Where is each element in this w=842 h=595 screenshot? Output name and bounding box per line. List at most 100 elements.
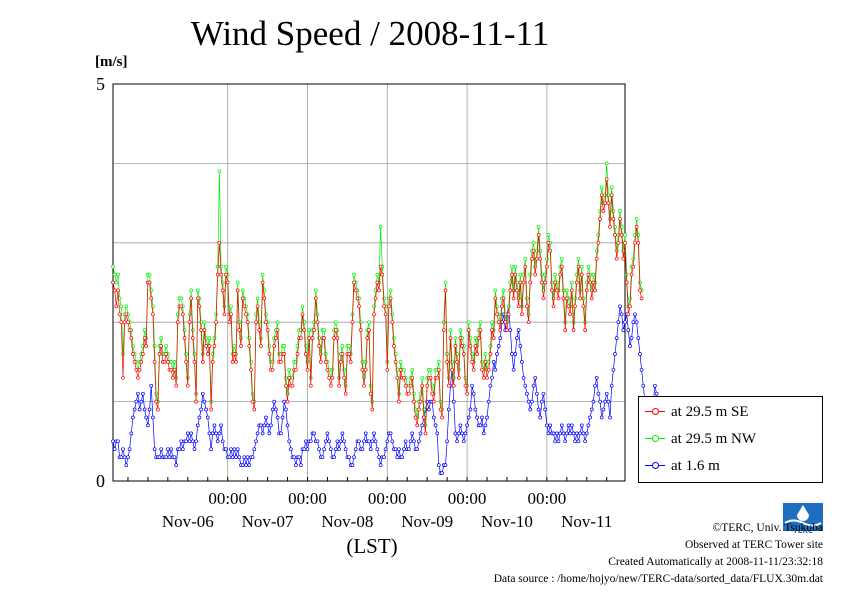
series-low-point xyxy=(433,423,438,428)
series-nw-point xyxy=(388,288,393,293)
series-se-point xyxy=(621,256,626,261)
series-nw-point xyxy=(511,288,516,293)
series-se-point xyxy=(455,360,459,364)
series-se-point xyxy=(510,272,514,277)
series-low-point xyxy=(325,431,330,436)
series-low-point xyxy=(131,415,135,420)
series-low-point xyxy=(167,455,172,460)
series-se-point xyxy=(114,304,119,309)
series-se-point xyxy=(629,272,634,277)
series-nw-point xyxy=(422,407,426,412)
series-se-point xyxy=(603,201,607,205)
series-low-point xyxy=(431,415,436,420)
series-low-point xyxy=(260,431,265,436)
series-low-point xyxy=(312,431,316,436)
legend-item-nw: at 29.5 m NW xyxy=(645,429,756,449)
series-low-point xyxy=(332,455,336,460)
series-nw-point xyxy=(315,312,320,317)
series-se-point xyxy=(327,375,331,380)
series-low-point xyxy=(571,431,576,436)
series-low-point xyxy=(641,383,646,388)
series-low-point xyxy=(408,439,413,444)
series-se-point xyxy=(227,320,232,325)
series-nw-point xyxy=(623,233,627,237)
series-low-point xyxy=(588,415,592,420)
series-nw-point xyxy=(352,272,356,277)
series-nw-point xyxy=(501,288,506,293)
series-se-point xyxy=(262,296,267,301)
series-low-point xyxy=(395,455,400,460)
series-se-point xyxy=(385,367,390,372)
series-nw-point xyxy=(390,312,395,317)
series-nw-point xyxy=(195,288,200,293)
series-low-point xyxy=(195,423,200,428)
series-nw-point xyxy=(579,264,584,269)
series-nw-point xyxy=(112,272,117,277)
series-se-point xyxy=(147,280,152,285)
series-low-point xyxy=(224,447,228,452)
series-low-point xyxy=(420,423,425,428)
x-tick-time-label: 00:00 xyxy=(208,489,247,508)
series-se-point xyxy=(285,399,290,404)
series-se-point xyxy=(525,304,529,309)
series-low-point xyxy=(636,336,641,340)
series-se-point xyxy=(141,352,145,356)
series-se-point xyxy=(350,320,355,325)
series-low-point xyxy=(370,439,375,444)
series-se-point xyxy=(244,312,248,317)
series-se-point xyxy=(609,193,614,198)
series-se-point xyxy=(357,304,361,309)
series-nw-point xyxy=(192,352,197,356)
series-se-point xyxy=(382,304,386,309)
series-low-point xyxy=(589,407,594,412)
series-se-point xyxy=(523,264,528,269)
series-se-point xyxy=(614,256,619,261)
series-se-point xyxy=(137,367,142,372)
series-se-point xyxy=(593,288,597,293)
series-se-point xyxy=(380,272,385,277)
series-se-point xyxy=(546,240,551,245)
series-se-point xyxy=(395,375,400,380)
series-low-point xyxy=(342,439,346,444)
legend-label-low: at 1.6 m xyxy=(671,457,720,474)
series-nw-point xyxy=(284,375,288,380)
series-nw-point xyxy=(187,312,192,317)
series-low-point xyxy=(426,407,431,412)
series-se-point xyxy=(154,399,159,404)
series-nw-point xyxy=(634,217,639,221)
series-se-point xyxy=(624,280,629,285)
series-low-point xyxy=(204,407,208,412)
series-low-point xyxy=(375,447,380,452)
series-se-point xyxy=(136,375,140,380)
series-nw-point xyxy=(342,367,346,372)
series-low-point xyxy=(412,439,416,444)
series-se-point xyxy=(599,193,604,198)
series-low-point xyxy=(456,431,461,436)
series-se-point xyxy=(237,328,242,332)
series-nw-point xyxy=(493,288,498,293)
series-low-point xyxy=(593,383,597,388)
series-low-point xyxy=(124,463,129,467)
series-low-point xyxy=(598,399,602,404)
series-low-point xyxy=(515,336,519,340)
series-se-point xyxy=(473,344,478,348)
logo-text: TERC xyxy=(792,527,814,535)
series-se-point xyxy=(598,217,602,221)
series-low-point xyxy=(400,455,405,460)
series-low-point xyxy=(298,463,303,467)
series-low-point xyxy=(418,431,423,436)
series-low-point xyxy=(638,352,642,356)
series-low-point xyxy=(363,431,368,436)
series-low-point xyxy=(496,344,501,348)
series-low-point xyxy=(368,447,373,452)
series-se-point xyxy=(370,407,375,412)
series-se-point xyxy=(548,248,553,253)
series-low-point xyxy=(583,439,587,444)
series-se-point xyxy=(205,352,210,356)
series-se-point xyxy=(574,280,579,285)
series-se-point xyxy=(501,296,506,301)
series-se-point xyxy=(495,312,499,317)
series-se-point xyxy=(461,352,466,356)
legend-label-se: at 29.5 m SE xyxy=(671,403,749,420)
series-se-point xyxy=(279,360,283,364)
